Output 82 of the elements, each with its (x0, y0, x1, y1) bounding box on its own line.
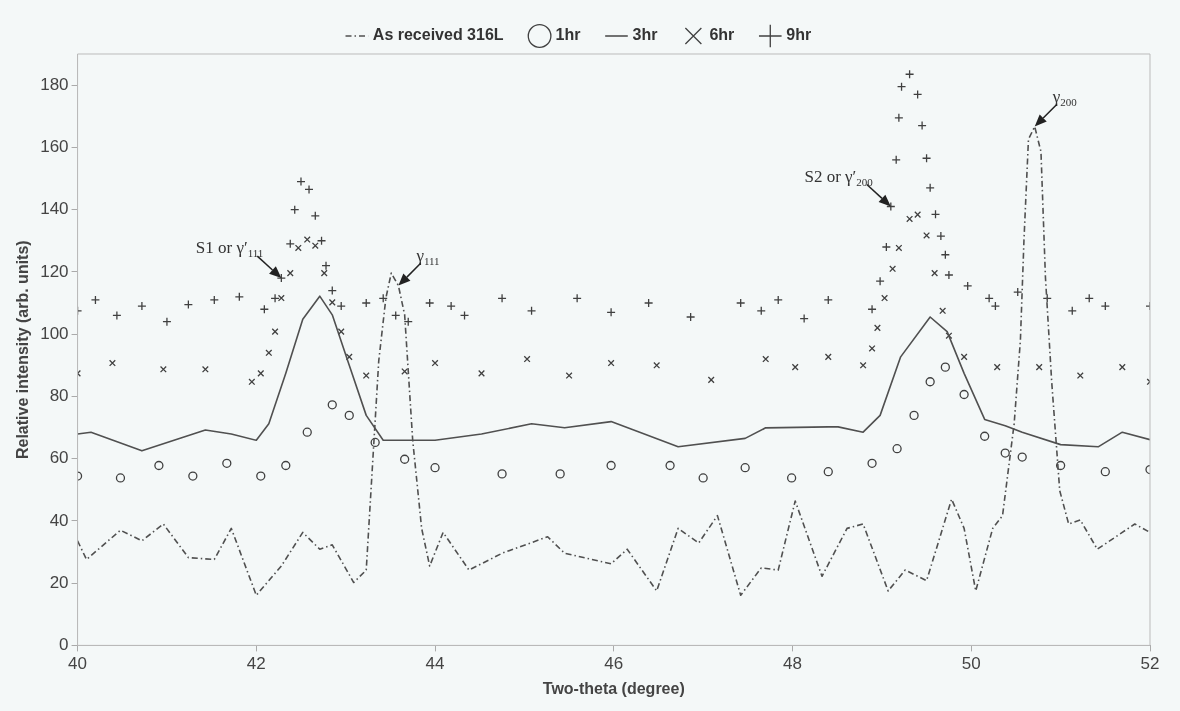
point (286, 269, 294, 277)
point (154, 460, 164, 471)
x-tick-label: 48 (783, 654, 802, 674)
point (1118, 363, 1126, 371)
point (257, 369, 265, 377)
x-tick-label: 44 (425, 654, 445, 674)
point (740, 463, 750, 473)
point (1076, 372, 1084, 380)
legend-label: 6hr (709, 26, 735, 44)
point (940, 362, 950, 372)
point (108, 359, 116, 367)
point (281, 460, 291, 471)
y-tick-label: 140 (40, 199, 69, 219)
y-tick-label: 20 (49, 572, 69, 592)
point (1000, 448, 1010, 458)
point (478, 369, 485, 377)
y-tick-label: 80 (49, 386, 69, 406)
y-tick-label: 60 (49, 448, 69, 468)
point (302, 427, 312, 437)
y-tick-label: 180 (40, 74, 69, 94)
x-tick-label: 46 (604, 654, 624, 674)
point (327, 400, 337, 410)
point (868, 344, 876, 352)
point (859, 361, 867, 369)
point (931, 269, 939, 277)
point (824, 353, 832, 361)
y-tick-label: 40 (49, 510, 69, 530)
legend-label: 1hr (555, 26, 581, 44)
point (555, 469, 565, 479)
point (337, 328, 345, 336)
y-tick-label: 160 (40, 137, 69, 157)
point (925, 377, 935, 387)
point (497, 469, 507, 479)
point (294, 244, 302, 252)
point (328, 298, 336, 306)
x-axis-title: Two-theta (degree) (542, 679, 685, 697)
legend-label: 3hr (632, 26, 658, 44)
point (762, 355, 770, 363)
x-tick-label: 42 (246, 654, 266, 674)
point (665, 460, 675, 471)
point (256, 471, 266, 481)
point (362, 372, 370, 380)
point (873, 324, 881, 332)
point (565, 372, 573, 380)
point (303, 236, 311, 243)
point (430, 463, 440, 473)
point (892, 444, 902, 454)
point (698, 473, 708, 483)
legend-label: 9hr (786, 26, 812, 44)
point (401, 368, 409, 375)
point (344, 410, 354, 421)
y-tick-label: 120 (40, 261, 69, 281)
point (277, 294, 285, 302)
point (1055, 460, 1066, 471)
point (959, 389, 969, 400)
point (791, 363, 799, 371)
point (906, 215, 914, 223)
x-tick-label: 40 (68, 654, 88, 674)
point (606, 460, 616, 471)
point (370, 437, 380, 448)
x-tick-label: 52 (1140, 654, 1160, 674)
point (1017, 452, 1027, 462)
point (980, 431, 990, 441)
point (867, 458, 877, 468)
point (881, 294, 889, 302)
point (320, 269, 328, 277)
legend-label: As received 316L (372, 26, 504, 44)
point (115, 473, 126, 483)
point (222, 458, 232, 468)
y-tick-label: 100 (40, 323, 69, 343)
point (786, 473, 797, 483)
y-axis-title: Relative intensity (arb. units) (14, 240, 32, 460)
point (889, 265, 897, 273)
point (271, 328, 279, 336)
point (188, 471, 198, 481)
point (400, 454, 410, 464)
x-tick-label: 50 (961, 654, 981, 674)
point (909, 410, 919, 421)
point (939, 307, 947, 315)
point (823, 467, 833, 477)
y-tick-label: 0 (59, 635, 69, 655)
point (1100, 467, 1110, 477)
